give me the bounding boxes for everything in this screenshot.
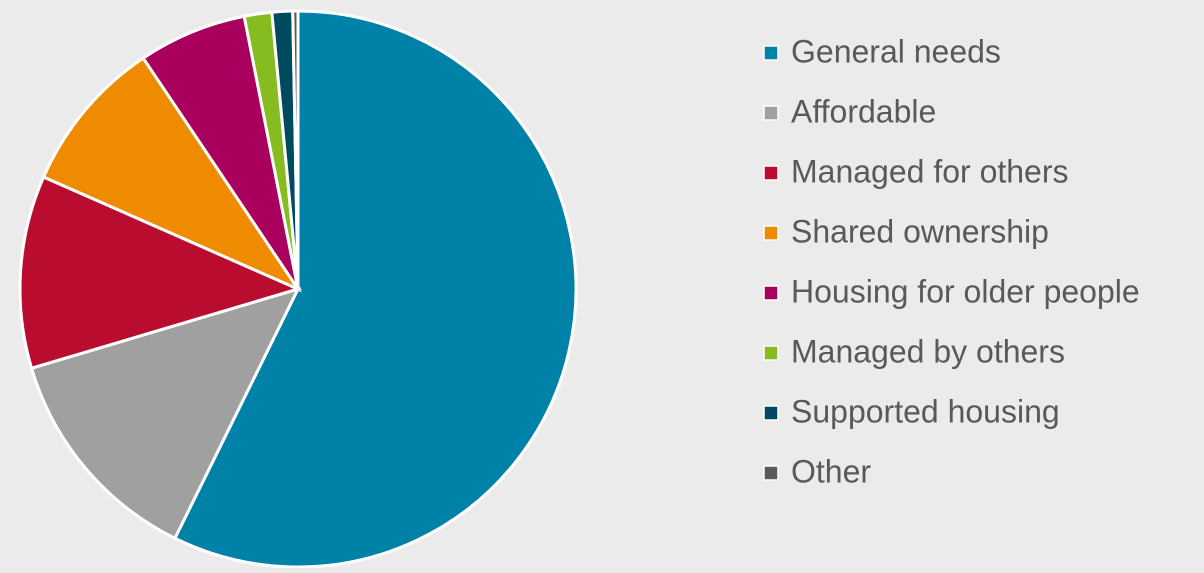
legend-label: Affordable — [791, 93, 936, 129]
pie-slice — [18, 175, 303, 371]
legend-swatch — [763, 225, 779, 241]
legend-swatch — [763, 285, 779, 301]
pie-slice — [41, 56, 303, 293]
legend-swatch — [763, 465, 779, 481]
legend-label: Other — [791, 453, 871, 489]
legend-swatch — [763, 105, 779, 121]
legend-swatch — [763, 45, 779, 61]
legend-label: General needs — [791, 33, 1001, 69]
legend-label: Managed by others — [791, 333, 1065, 369]
legend-label: Supported housing — [791, 393, 1060, 429]
pie-slice — [291, 9, 300, 290]
legend-label: Managed for others — [791, 153, 1069, 189]
pie-slice — [29, 286, 301, 541]
legend-label: Shared ownership — [791, 213, 1049, 249]
legend-swatch — [763, 345, 779, 361]
legend-swatch — [763, 165, 779, 181]
pie-slice — [172, 9, 578, 569]
legend-swatch — [763, 405, 779, 421]
legend-label: Housing for older people — [791, 273, 1140, 309]
